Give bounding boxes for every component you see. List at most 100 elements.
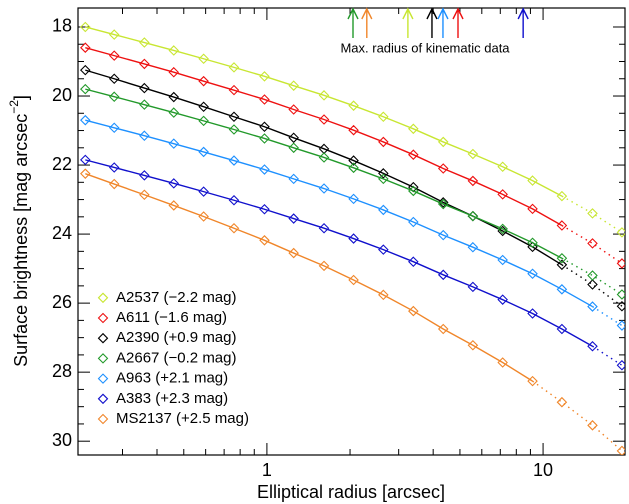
data-point [80,64,91,76]
data-point [228,194,240,206]
data-point [497,357,508,368]
data-point [378,168,389,179]
data-point [139,99,150,110]
data-point [378,204,389,216]
y-tick-label: 26 [52,292,72,312]
data-point [108,122,120,134]
data-point [259,71,270,82]
kinematic-arrow [402,7,414,38]
fit-line [85,47,563,227]
legend-marker [97,332,109,344]
data-point [228,124,240,135]
data-point [348,233,359,244]
data-point [198,146,209,158]
fit-line [85,88,563,259]
data-point [527,237,538,248]
data-point [378,244,389,255]
data-point [108,178,120,190]
data-point [467,210,479,222]
data-point [318,90,330,101]
data-point [437,229,449,241]
data-point [288,104,299,115]
data-point [228,84,240,96]
data-point [556,259,568,271]
data-point [348,100,359,111]
data-point [408,149,419,160]
data-point [497,223,508,235]
data-point [139,189,150,201]
data-point [228,111,240,123]
data-point [80,83,91,95]
data-point [467,148,479,160]
data-point [168,45,180,56]
data-point [527,268,538,280]
data-point [616,320,625,331]
fit-line-dotted [532,380,623,452]
y-tick-label: 24 [52,223,72,243]
data-point [168,91,180,103]
data-point [556,284,568,295]
data-point [587,301,598,312]
data-point [318,222,330,234]
data-point [616,227,625,238]
data-point [288,80,299,91]
data-point [318,260,330,272]
data-point [437,269,449,281]
data-point [288,132,299,144]
data-point [497,189,508,200]
data-point [259,133,270,144]
data-point [437,197,449,208]
data-point [497,161,508,173]
data-point [198,115,209,127]
data-point [616,258,625,269]
legend-marker [97,353,109,364]
data-point [616,300,625,312]
legend-label: A963 (+2.1 mag) [116,370,228,387]
data-point [318,183,330,194]
y-label-suffix: ] [11,95,31,100]
data-point [556,220,568,231]
y-tick-label: 30 [52,430,72,450]
y-tick-label: 20 [52,85,72,105]
x-axis-label: Elliptical radius [arcsec] [257,482,445,502]
data-point [259,235,270,246]
fit-line [85,26,563,197]
data-point [348,124,359,136]
data-point [556,252,568,264]
legend-label: MS2137 (+2.5 mag) [116,410,249,427]
data-point [259,121,270,133]
data-point [108,29,120,40]
data-point [616,359,625,371]
data-point [587,208,598,219]
data-point [139,58,150,70]
data-point [198,186,209,197]
kinematic-arrow [452,7,464,38]
data-point [587,340,598,352]
data-point [437,198,449,210]
y-label-superscript: −2 [7,100,21,114]
data-point [616,289,625,300]
data-point [228,222,240,234]
data-point [228,62,240,73]
legend-marker [97,373,109,384]
data-point [80,21,91,33]
data-point [587,279,598,290]
data-point [556,323,568,335]
y-tick-label: 28 [52,361,72,381]
data-point [80,154,91,166]
data-point [108,73,120,85]
data-point [437,323,449,335]
data-point [198,53,209,65]
fit-line-dotted [561,264,623,307]
data-point [259,164,270,175]
fit-line [85,119,593,308]
data-point [408,216,419,228]
data-point [139,170,150,181]
data-point [348,193,359,205]
legend-label: A383 (+2.3 mag) [116,390,228,407]
data-point [408,185,419,197]
data-point [288,213,299,224]
data-point [139,82,150,94]
fit-line-dotted [561,257,623,296]
data-point [80,42,91,53]
